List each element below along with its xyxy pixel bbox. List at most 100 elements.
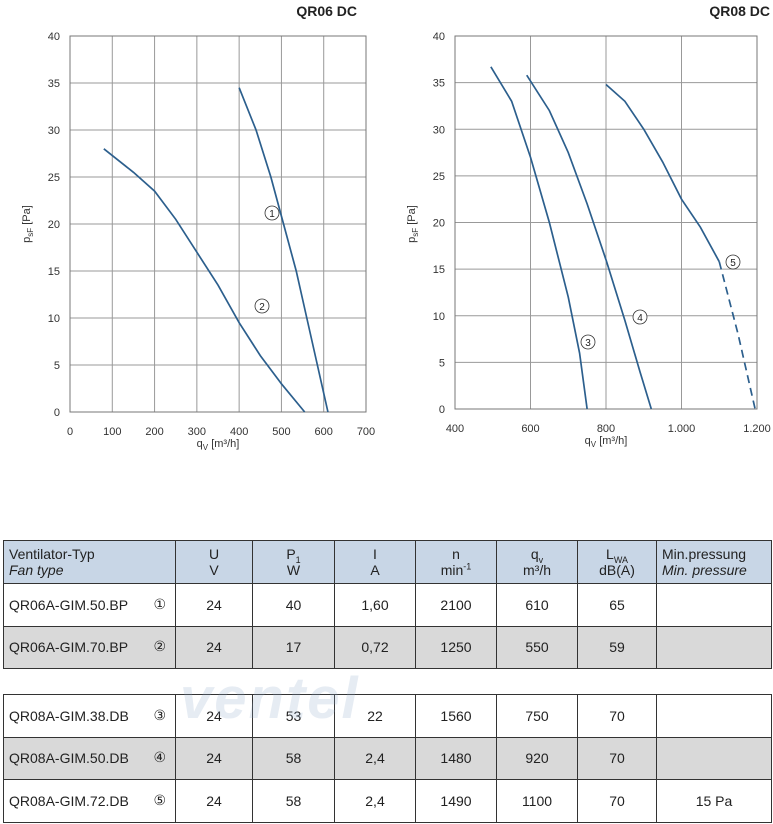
y-tick-label: 15 [433,264,445,276]
header-text: v [538,554,544,565]
table-cell: 1100 [496,779,578,823]
header-text: I [373,546,377,562]
header-line: A [370,562,379,578]
x-tick-label: 500 [272,426,290,438]
curve-label-circle [580,334,596,350]
curve [526,74,653,410]
header-text: L [606,546,614,562]
table-value: 65 [609,596,625,613]
table-cell: 920 [496,736,578,780]
header-text: q [530,546,539,562]
curve [490,66,588,410]
curve-label-circle [632,309,648,325]
table-cell: QR06A-GIM.50.BP ① [3,583,176,627]
table-cell: LWA dB(A) [577,540,657,584]
table-cell: 24 [175,583,253,627]
table-cell [656,694,772,738]
table-value: 24 [206,707,222,724]
table-value: 17 [285,639,302,656]
table-cell: QR06A-GIM.70.BP ② [3,625,176,669]
header-line: min-1 [441,562,472,578]
plot-frame [69,35,367,413]
table-value: 2,4 [365,792,385,809]
header-text: V [209,562,219,578]
curve [238,87,329,413]
table-cell: Ventilator-Typ Fan type [3,540,176,584]
table-cell: 65 [577,583,657,627]
axis-unit: [m³/h] [596,435,627,447]
chart-title: QR08 DC [709,3,770,19]
axis-symbol: p [21,237,33,243]
y-tick-label: 10 [48,313,60,325]
table-cell: 59 [577,625,657,669]
y-tick-label: 15 [48,266,60,278]
table-cell: 70 [577,694,657,738]
table-cell: 17 [252,625,335,669]
y-tick-label: 40 [433,31,445,43]
header-text: n [452,546,460,562]
table-value: 58 [285,750,302,767]
header-text: min [440,562,464,578]
table-cell [656,625,772,669]
axis-subscript: sF [26,228,35,237]
axis-subscript: V [591,440,597,449]
axis-subscript: sF [411,228,420,237]
y-tick-label: 0 [54,407,60,419]
header-line: m³/h [523,562,551,578]
table-value: 40 [285,596,302,613]
table-cell: 58 [252,779,335,823]
table-value: 24 [206,639,222,656]
table-cell: 70 [577,736,657,780]
x-tick-label: 0 [67,426,73,438]
curve-ref: ④ [153,750,166,767]
x-tick-label: 800 [597,423,615,435]
table-cell: 750 [496,694,578,738]
curve-label: 4 [637,313,643,324]
table-value: 59 [609,639,625,656]
axis-label: qV [m³/h] [585,435,628,449]
table-cell: 24 [175,694,253,738]
table-cell: n min-1 [415,540,497,584]
y-tick-label: 10 [433,311,445,323]
y-tick-label: 0 [439,404,445,416]
y-tick-label: 5 [54,360,60,372]
y-tick-label: 35 [48,78,60,90]
table-cell: 1,60 [334,583,416,627]
y-tick-label: 30 [433,124,445,136]
table-value: 1100 [521,792,553,809]
table-cell: QR08A-GIM.50.DB ④ [3,736,176,780]
header-line: I [373,546,377,562]
header-text: U [208,546,220,562]
y-tick-label: 30 [48,125,60,137]
table-value: 24 [206,750,222,767]
header-line: U [209,546,219,562]
table-cell: Min.pressung Min. pressure [656,540,772,584]
table-cell: 2,4 [334,736,416,780]
x-tick-label: 300 [188,426,206,438]
table-cell: 1560 [415,694,497,738]
axis-symbol: p [406,237,418,243]
table-value: 1560 [440,707,472,724]
table-value: 0,72 [361,639,389,656]
table-cell: 1250 [415,625,497,669]
header-text: Min. pressure [662,562,747,578]
table-cell: 550 [496,625,578,669]
axis-unit: [Pa] [21,205,33,228]
x-tick-label: 400 [446,423,464,435]
curve-dashed [718,261,756,410]
curve-label: 1 [269,209,275,220]
axis-symbol: q [197,438,203,450]
table-value: 920 [525,750,549,767]
table-value: 610 [525,596,549,613]
table-value: 2100 [440,596,472,613]
chart-title: QR06 DC [296,3,357,19]
fan-type: QR08A-GIM.72.DB [9,792,129,809]
header-text: 1 [295,554,301,565]
header-line: Ventilator-Typ [9,546,95,562]
fan-type: QR08A-GIM.50.DB [9,750,129,767]
header-text: Ventilator-Typ [9,546,95,562]
table-cell: P1 W [252,540,335,584]
header-line: Min. pressure [662,562,747,578]
table-value: 70 [609,707,625,724]
